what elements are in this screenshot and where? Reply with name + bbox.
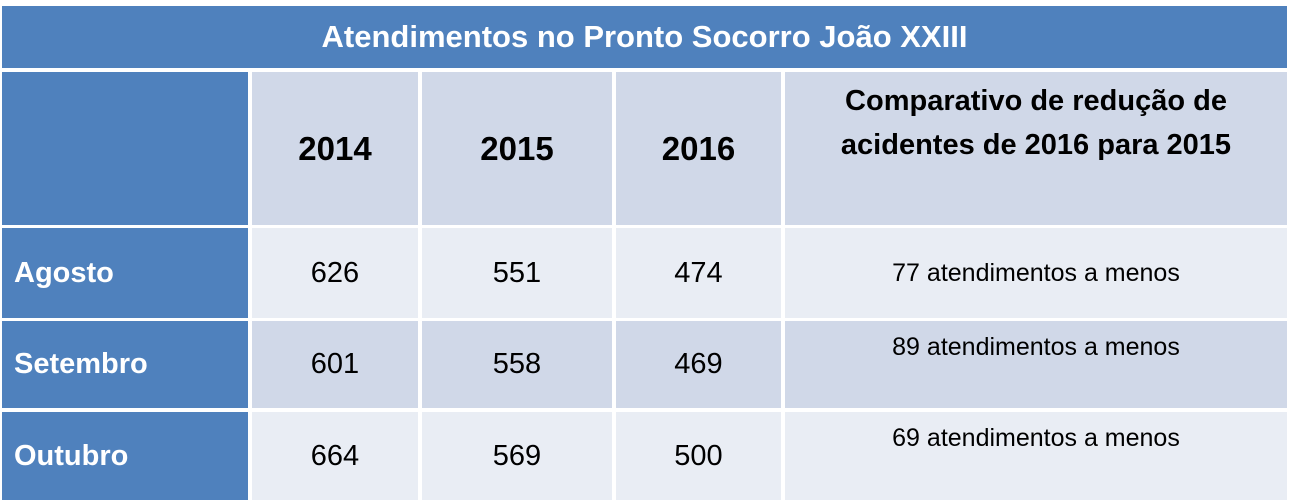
value-cell: 664 xyxy=(252,412,418,500)
corner-cell xyxy=(2,72,248,225)
header-cell: 2015 xyxy=(422,72,612,225)
row-label: Agosto xyxy=(2,228,248,318)
value-cell: 469 xyxy=(616,321,781,408)
table-title: Atendimentos no Pronto Socorro João XXII… xyxy=(2,6,1287,68)
comparison-cell: 77 atendimentos a menos xyxy=(785,228,1287,318)
value-cell: 474 xyxy=(616,228,781,318)
comparison-cell: 69 atendimentos a menos xyxy=(785,412,1287,500)
header-cell: 2016 xyxy=(616,72,781,225)
value-cell: 558 xyxy=(422,321,612,408)
row-label: Outubro xyxy=(2,412,248,500)
value-cell: 601 xyxy=(252,321,418,408)
comparison-cell: 89 atendimentos a menos xyxy=(785,321,1287,408)
value-cell: 626 xyxy=(252,228,418,318)
value-cell: 551 xyxy=(422,228,612,318)
value-cell: 500 xyxy=(616,412,781,500)
value-cell: 569 xyxy=(422,412,612,500)
row-label: Setembro xyxy=(2,321,248,408)
header-cell: Comparativo de redução de acidentes de 2… xyxy=(785,72,1287,225)
header-cell: 2014 xyxy=(252,72,418,225)
